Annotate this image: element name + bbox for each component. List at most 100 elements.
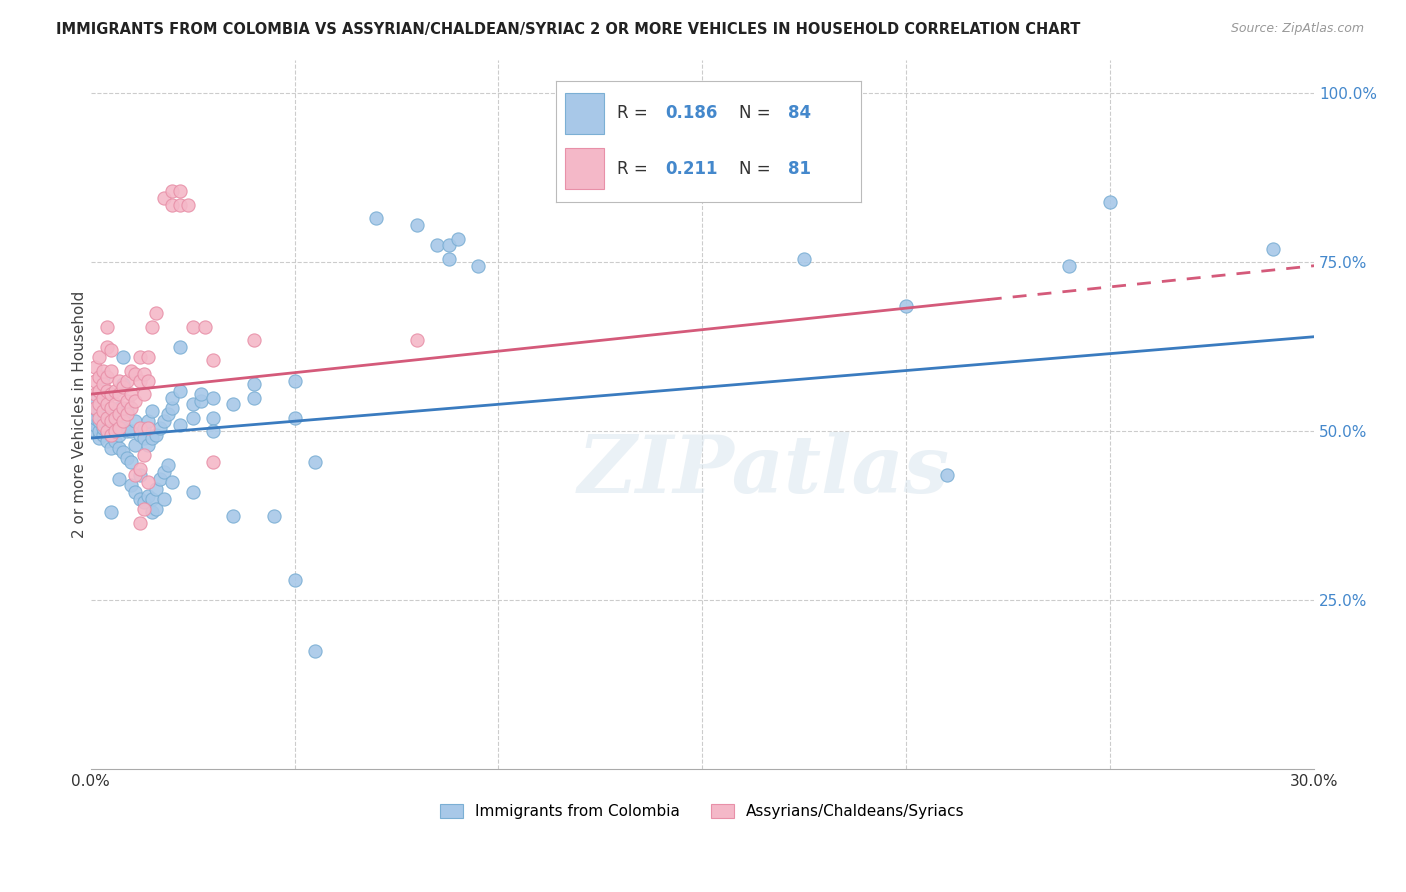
Point: [141, 431, 163, 445]
Point: [87, 425, 110, 439]
Text: IMMIGRANTS FROM COLOMBIA VS ASSYRIAN/CHALDEAN/SYRIAC 2 OR MORE VEHICLES IN HOUSE: IMMIGRANTS FROM COLOMBIA VS ASSYRIAN/CHA…: [56, 22, 1081, 37]
Point: [169, 198, 191, 212]
Point: [112, 350, 135, 364]
Point: [773, 137, 796, 152]
Point: [117, 408, 139, 422]
Point: [157, 458, 180, 472]
Point: [201, 455, 224, 469]
Point: [145, 306, 167, 320]
Point: [160, 475, 183, 489]
Point: [124, 485, 146, 500]
Point: [283, 410, 305, 425]
Point: [136, 350, 159, 364]
Point: [120, 478, 142, 492]
Point: [117, 404, 139, 418]
Point: [222, 508, 245, 523]
Point: [87, 350, 110, 364]
Point: [87, 408, 110, 422]
Point: [100, 387, 122, 401]
Point: [160, 401, 183, 415]
Point: [96, 397, 118, 411]
Point: [112, 377, 135, 392]
Point: [132, 387, 155, 401]
Point: [87, 431, 110, 445]
Point: [96, 408, 118, 422]
Point: [149, 472, 172, 486]
Point: [304, 644, 326, 658]
Point: [136, 374, 159, 388]
Point: [124, 367, 146, 381]
Point: [128, 461, 150, 475]
Point: [181, 397, 204, 411]
Point: [108, 387, 131, 401]
Point: [117, 451, 139, 466]
Point: [364, 211, 387, 226]
Point: [1099, 194, 1122, 209]
Point: [100, 442, 122, 456]
Point: [83, 387, 105, 401]
Point: [242, 391, 264, 405]
Point: [793, 252, 815, 266]
Point: [201, 410, 224, 425]
Point: [104, 425, 127, 439]
Point: [83, 401, 105, 415]
Point: [104, 414, 127, 428]
Point: [936, 468, 959, 483]
Point: [96, 340, 118, 354]
Point: [132, 431, 155, 445]
Point: [169, 340, 191, 354]
Point: [194, 319, 217, 334]
Point: [439, 252, 461, 266]
Point: [87, 410, 110, 425]
Point: [91, 377, 114, 392]
Point: [91, 414, 114, 428]
Point: [96, 410, 118, 425]
Point: [128, 516, 150, 530]
Point: [128, 350, 150, 364]
Point: [120, 455, 142, 469]
Point: [141, 404, 163, 418]
Point: [112, 414, 135, 428]
Point: [1263, 242, 1285, 256]
Point: [83, 410, 105, 425]
Point: [96, 384, 118, 398]
Point: [128, 468, 150, 483]
Point: [124, 438, 146, 452]
Point: [181, 485, 204, 500]
Point: [145, 502, 167, 516]
Point: [100, 427, 122, 442]
Point: [124, 414, 146, 428]
Point: [177, 198, 200, 212]
Point: [108, 408, 131, 422]
Point: [439, 238, 461, 252]
Point: [136, 438, 159, 452]
Point: [1059, 259, 1081, 273]
Point: [117, 425, 139, 439]
Point: [91, 421, 114, 435]
Y-axis label: 2 or more Vehicles in Household: 2 or more Vehicles in Household: [72, 291, 87, 538]
Point: [83, 425, 105, 439]
Point: [190, 393, 212, 408]
Point: [83, 417, 105, 432]
Point: [149, 421, 172, 435]
Point: [83, 401, 105, 415]
Point: [201, 353, 224, 368]
Point: [100, 427, 122, 442]
Point: [283, 374, 305, 388]
Point: [201, 425, 224, 439]
Point: [153, 491, 176, 506]
Point: [169, 384, 191, 398]
Point: [132, 502, 155, 516]
Text: ZIPatlas: ZIPatlas: [578, 433, 949, 510]
Point: [145, 482, 167, 496]
Point: [190, 387, 212, 401]
Point: [91, 417, 114, 432]
Point: [100, 506, 122, 520]
Point: [108, 374, 131, 388]
Point: [160, 198, 183, 212]
Point: [91, 427, 114, 442]
Point: [141, 506, 163, 520]
Point: [141, 491, 163, 506]
Point: [132, 421, 155, 435]
Point: [83, 374, 105, 388]
